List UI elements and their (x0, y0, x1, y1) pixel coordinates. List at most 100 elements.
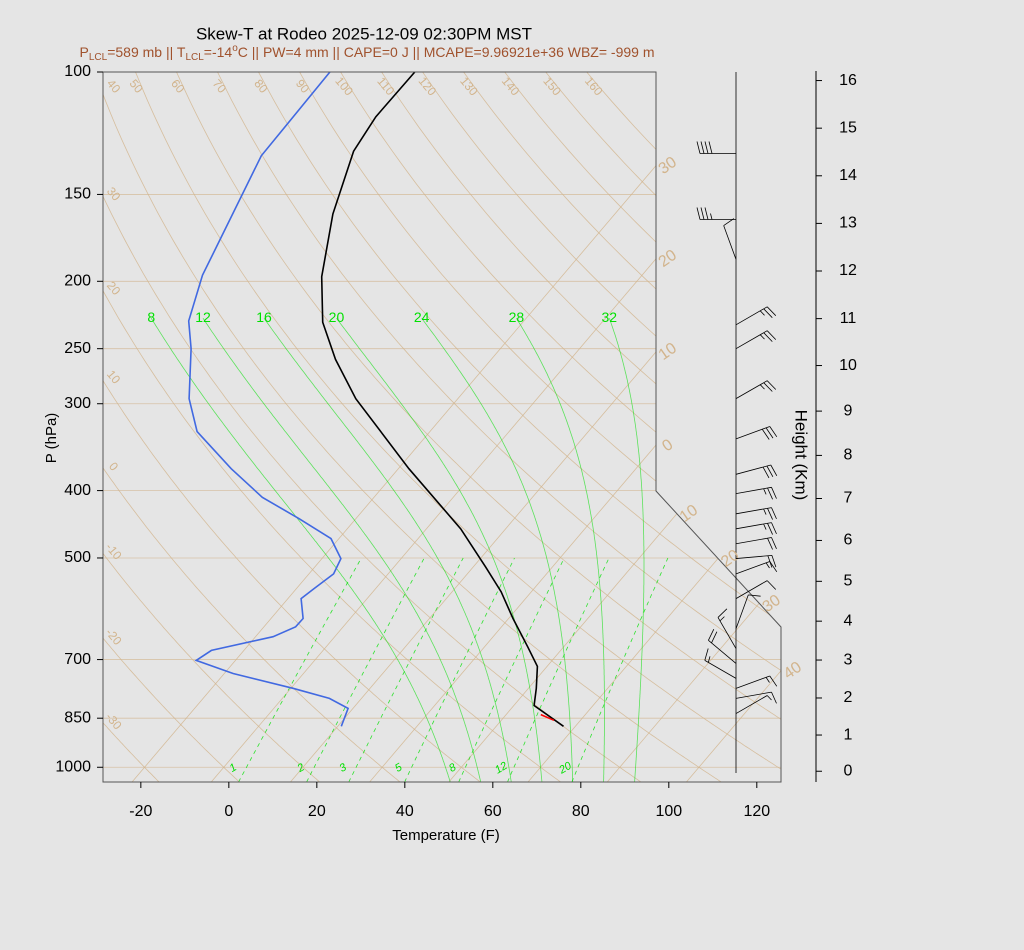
mixing-ratio-line (348, 557, 464, 782)
x-tick-label: 80 (572, 803, 590, 820)
y2-tick-label: 15 (839, 119, 857, 136)
y2-tick-label: 3 (844, 651, 853, 668)
dry-adiabat (340, 72, 781, 782)
wind-barb (735, 537, 777, 550)
y2-tick-label: 11 (840, 310, 857, 327)
chart-title: Skew-T at Rodeo 2025-12-09 02:30PM MST (196, 24, 532, 43)
wind-barb (696, 141, 737, 154)
dry-adiabat (381, 72, 781, 782)
profile-line (187, 72, 350, 727)
y-tick-label: 150 (64, 186, 91, 203)
wind-barb (735, 486, 777, 500)
wind-barb (708, 629, 737, 664)
mixing-ratio-line (571, 557, 669, 782)
wind-barb (735, 580, 777, 599)
wind-barb (717, 608, 737, 649)
subtitle-part: P (80, 44, 89, 60)
y-tick-label: 1000 (55, 758, 91, 775)
moist-adiabat (150, 317, 451, 782)
moist-adiabat (202, 317, 482, 782)
y2-tick-label: 10 (839, 357, 857, 374)
y-tick-label: 100 (64, 63, 91, 80)
dry-adiabat (103, 72, 561, 782)
y2-tick-label: 8 (844, 447, 853, 464)
profile-line (540, 713, 555, 722)
y2-tick-label: 16 (839, 72, 857, 89)
y-axis-title: P (hPa) (43, 413, 60, 464)
dry-adiabat (103, 72, 240, 782)
profile-line (320, 72, 564, 727)
moist-adiabat (516, 317, 605, 782)
isotherm (527, 72, 781, 782)
wind-barb (723, 218, 737, 260)
mixing-ratio-line (306, 557, 425, 782)
x-tick-label: 100 (655, 803, 682, 820)
moist-adiabat-label: 24 (414, 309, 430, 325)
y-tick-label: 400 (64, 482, 91, 499)
moist-adiabat-label: 12 (195, 309, 211, 325)
x-tick-label: 60 (484, 803, 502, 820)
x-tick-label: 20 (308, 803, 326, 820)
subtitle-sub: LCL (89, 52, 108, 63)
wind-barb (735, 691, 777, 704)
y2-tick-label: 13 (839, 215, 857, 232)
y-tick-label: 250 (64, 340, 91, 357)
y2-tick-label: 5 (844, 573, 853, 590)
chart-subtitle: PLCL=589 mb || TLCL=-14oC || PW=4 mm || … (80, 43, 655, 63)
subtitle-part: C || PW=4 mm || CAPE=0 J || MCAPE=9.9692… (238, 44, 655, 60)
isotherm (131, 72, 736, 782)
x-tick-label: 40 (396, 803, 414, 820)
x-axis-title: Temperature (F) (392, 827, 500, 844)
dry-adiabat (258, 72, 781, 782)
y2-tick-label: 4 (844, 612, 853, 629)
y2-axis-title: Height (Km) (792, 410, 811, 501)
dry-adiabat (176, 72, 781, 782)
subtitle-sub: LCL (185, 52, 204, 63)
dry-adiabat (103, 72, 642, 782)
mixing-ratio-label: 1 (228, 761, 239, 774)
moist-adiabat-label: 16 (256, 309, 272, 325)
y2-tick-label: 7 (844, 490, 853, 507)
wind-barb (735, 426, 778, 440)
wind-barb (735, 522, 777, 535)
dry-adiabat (103, 72, 160, 782)
y2-tick-label: 14 (839, 167, 857, 184)
x-tick-label: -20 (129, 803, 152, 820)
dry-adiabat (103, 72, 722, 782)
moist-adiabat (263, 317, 512, 782)
mixing-ratio-label: 12 (493, 760, 510, 777)
y2-tick-label: 0 (844, 762, 853, 779)
x-tick-label: 120 (743, 803, 770, 820)
wind-barb (735, 675, 778, 689)
dry-adiabat (103, 72, 401, 782)
y-tick-label: 500 (64, 549, 91, 566)
y2-tick-label: 12 (839, 262, 857, 279)
x-tick-label: 0 (224, 803, 233, 820)
wind-barb (735, 464, 778, 479)
y2-tick-label: 6 (844, 532, 853, 549)
wind-barb (735, 594, 761, 629)
wind-barb (696, 207, 737, 220)
isotherm (606, 72, 781, 782)
wind-barb (735, 695, 772, 714)
mixing-ratio-line (404, 557, 515, 782)
wind-barb (735, 330, 777, 350)
dry-adiabat (299, 72, 781, 782)
wind-barb (735, 507, 777, 520)
y-tick-label: 700 (64, 651, 91, 668)
plot-frame (102, 71, 782, 783)
moist-adiabat (336, 317, 543, 782)
y-tick-label: 200 (64, 273, 91, 290)
dry-adiabat (103, 72, 481, 782)
subtitle-sup: o (232, 43, 238, 54)
moist-adiabat-label: 20 (329, 309, 345, 325)
moist-adiabat-label: 8 (147, 309, 155, 325)
subtitle-part: =589 mb || T (107, 44, 186, 60)
dry-adiabat (135, 72, 781, 782)
moist-adiabat-label: 32 (602, 309, 618, 325)
wind-barb (735, 306, 777, 326)
moist-adiabat (608, 318, 645, 782)
y2-tick-label: 1 (844, 726, 853, 743)
